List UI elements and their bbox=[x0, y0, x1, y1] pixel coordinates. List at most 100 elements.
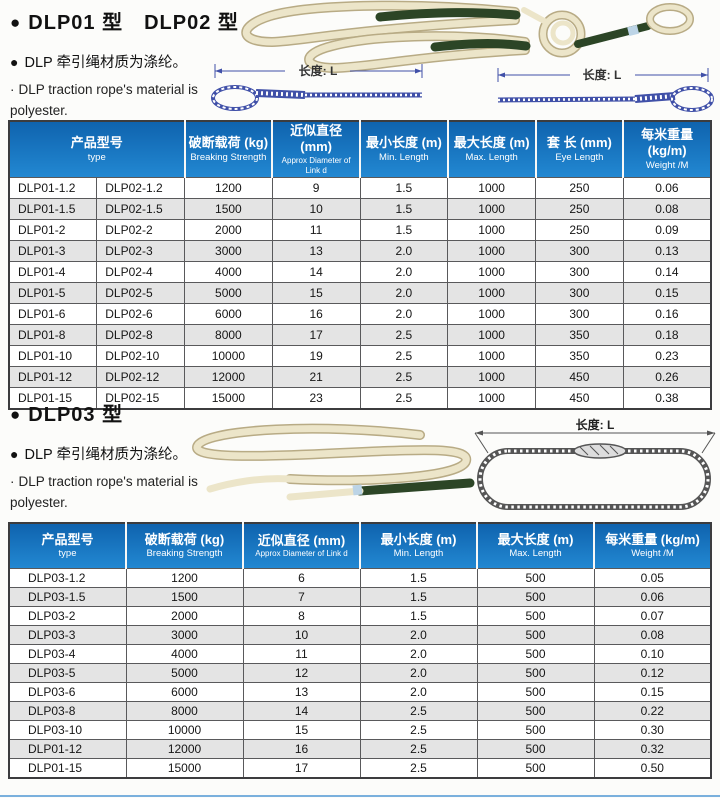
table-cell: 2.5 bbox=[359, 739, 478, 759]
table-cell: 3000 bbox=[184, 240, 273, 263]
table-cell: 450 bbox=[535, 366, 624, 389]
table-cell: 0.18 bbox=[622, 324, 712, 347]
header-cn: 近似直径 (mm) bbox=[290, 123, 343, 155]
header-cn: 产品型号 bbox=[70, 135, 123, 151]
table-cell: 8000 bbox=[125, 701, 244, 721]
table-cell: 1000 bbox=[447, 345, 536, 368]
table-cell: 2.0 bbox=[359, 240, 449, 263]
table-row: DLP03-8 8000 14 2.5 500 0.22 bbox=[8, 701, 712, 721]
table-cell: DLP01-1.2 bbox=[8, 177, 98, 200]
table-cell: DLP01-5 bbox=[8, 282, 98, 305]
section1-title: ● DLP01 型 DLP02 型 bbox=[10, 6, 245, 35]
table-cell: DLP02-5 bbox=[96, 282, 185, 305]
table-cell: 500 bbox=[476, 625, 595, 645]
table-cell: 7 bbox=[242, 587, 361, 607]
col-header-weight: 每米重量 (kg/m) Weight /M bbox=[622, 121, 711, 178]
table-cell: DLP01-1.5 bbox=[8, 198, 98, 221]
table-cell: 4000 bbox=[184, 261, 273, 284]
table-row: DLP01-10 DLP02-10 10000 19 2.5 1000 350 0.23 bbox=[8, 345, 712, 368]
section2-material-en: · DLP traction rope's material is polyest… bbox=[10, 472, 245, 514]
table-cell: DLP02-8 bbox=[96, 324, 185, 347]
header-en: Max. Length bbox=[465, 151, 518, 163]
header-en: Eye Length bbox=[555, 151, 604, 163]
header-cn: 近似直径 (mm) bbox=[257, 532, 346, 548]
col-header-approx-diameter: 近似直径 (mm) Approx Diameter of Link d bbox=[271, 121, 360, 178]
table-header: 产品型号 type 破断载荷 (kg) Breaking Strength 近似… bbox=[9, 523, 711, 569]
length-dimension-label: 长度: L bbox=[299, 63, 338, 78]
table-cell: 14 bbox=[242, 701, 361, 721]
table-cell: 15000 bbox=[125, 758, 244, 779]
table-cell: 2.0 bbox=[359, 644, 478, 664]
table-cell: 12000 bbox=[184, 366, 273, 389]
table-cell: 1000 bbox=[447, 261, 536, 284]
table-row: DLP01-1.2 DLP02-1.2 1200 9 1.5 1000 250 0.06 bbox=[8, 177, 712, 200]
table-cell: 12 bbox=[242, 663, 361, 683]
header-en: Weight /M bbox=[631, 547, 674, 559]
endless-loop-rope-photo bbox=[192, 423, 475, 501]
dlp01-dlp02-spec-table: 产品型号 type 破断载荷 (kg) Breaking Strength 近似… bbox=[8, 120, 712, 411]
table-row: DLP01-6 DLP02-6 6000 16 2.0 1000 300 0.16 bbox=[8, 303, 712, 326]
table-cell: 2.0 bbox=[359, 261, 449, 284]
section2-material-cn-text: DLP 牵引绳材质为涤纶。 bbox=[24, 447, 187, 463]
table-cell: DLP03-1.2 bbox=[8, 568, 127, 588]
table-row: DLP01-4 DLP02-4 4000 14 2.0 1000 300 0.14 bbox=[8, 261, 712, 284]
section2-text-block: ● DLP03 型 ● DLP 牵引绳材质为涤纶。 · DLP traction ro… bbox=[10, 398, 245, 514]
table-cell: 10 bbox=[271, 198, 361, 221]
table-cell: 1.5 bbox=[359, 219, 449, 242]
table-row: DLP01-12 12000 16 2.5 500 0.32 bbox=[8, 739, 712, 759]
table-cell: 2.5 bbox=[359, 720, 478, 740]
table-cell: DLP03-2 bbox=[8, 606, 127, 626]
table-row: DLP03-5 5000 12 2.0 500 0.12 bbox=[8, 663, 712, 683]
table-cell: 1000 bbox=[447, 177, 536, 200]
table-cell: 1500 bbox=[125, 587, 244, 607]
table-row: DLP01-8 DLP02-8 8000 17 2.5 1000 350 0.18 bbox=[8, 324, 712, 347]
table-cell: 17 bbox=[242, 758, 361, 779]
table-cell: DLP02-15 bbox=[96, 387, 185, 410]
table-row: DLP03-6 6000 13 2.0 500 0.15 bbox=[8, 682, 712, 702]
table-cell: 500 bbox=[476, 606, 595, 626]
table-cell: 0.07 bbox=[593, 606, 712, 626]
section2-material-cn: ● DLP 牵引绳材质为涤纶。 bbox=[10, 443, 245, 464]
table-cell: DLP01-8 bbox=[8, 324, 98, 347]
header-en: Max. Length bbox=[509, 547, 562, 559]
table-cell: DLP03-10 bbox=[8, 720, 127, 740]
table-cell: 0.09 bbox=[622, 219, 712, 242]
table-cell: 500 bbox=[476, 644, 595, 664]
table-cell: 15 bbox=[271, 282, 361, 305]
table-body: DLP03-1.2 1200 6 1.5 500 0.05 DLP03-1.5 1500 7 1.… bbox=[8, 568, 712, 779]
table-cell: 8 bbox=[242, 606, 361, 626]
table-cell: 0.50 bbox=[593, 758, 712, 779]
table-cell: 2.0 bbox=[359, 682, 478, 702]
table-cell: 11 bbox=[271, 219, 361, 242]
header-cn: 最小长度 (m) bbox=[380, 531, 457, 547]
table-cell: DLP02-3 bbox=[96, 240, 185, 263]
table-cell: 1000 bbox=[447, 366, 536, 389]
col-header-min-length: 最小长度 (m) Min. Length bbox=[359, 121, 448, 178]
header-en: type bbox=[58, 547, 77, 559]
table-cell: 2.5 bbox=[359, 366, 449, 389]
table-cell: DLP02-1.5 bbox=[96, 198, 185, 221]
table-cell: DLP02-6 bbox=[96, 303, 185, 326]
table-cell: 0.13 bbox=[622, 240, 712, 263]
table-cell: 500 bbox=[476, 682, 595, 702]
table-cell: 1000 bbox=[447, 198, 536, 221]
header-cn: 最大长度 (m) bbox=[453, 135, 530, 151]
table-cell: 2.0 bbox=[359, 282, 449, 305]
section1-material-cn: ● DLP 牵引绳材质为涤纶。 bbox=[10, 51, 245, 72]
table-cell: 2.5 bbox=[359, 701, 478, 721]
bullet-icon: ● bbox=[10, 446, 19, 462]
table-cell: 0.15 bbox=[593, 682, 712, 702]
table-cell: 2.5 bbox=[359, 324, 449, 347]
table-cell: DLP03-3 bbox=[8, 625, 127, 645]
header-en: Min. Length bbox=[393, 547, 444, 559]
header-cn: 最大长度 (m) bbox=[497, 531, 574, 547]
section1-material-cn-text: DLP 牵引绳材质为涤纶。 bbox=[24, 55, 187, 71]
header-en: Breaking Strength bbox=[190, 151, 267, 163]
table-cell: 9 bbox=[271, 177, 361, 200]
col-header-type: 产品型号 type bbox=[9, 121, 185, 178]
table-cell: DLP01-10 bbox=[8, 345, 98, 368]
table-cell: 0.32 bbox=[593, 739, 712, 759]
table-cell: 6000 bbox=[125, 682, 244, 702]
table-cell: 300 bbox=[535, 282, 624, 305]
table-cell: 1000 bbox=[447, 387, 536, 410]
